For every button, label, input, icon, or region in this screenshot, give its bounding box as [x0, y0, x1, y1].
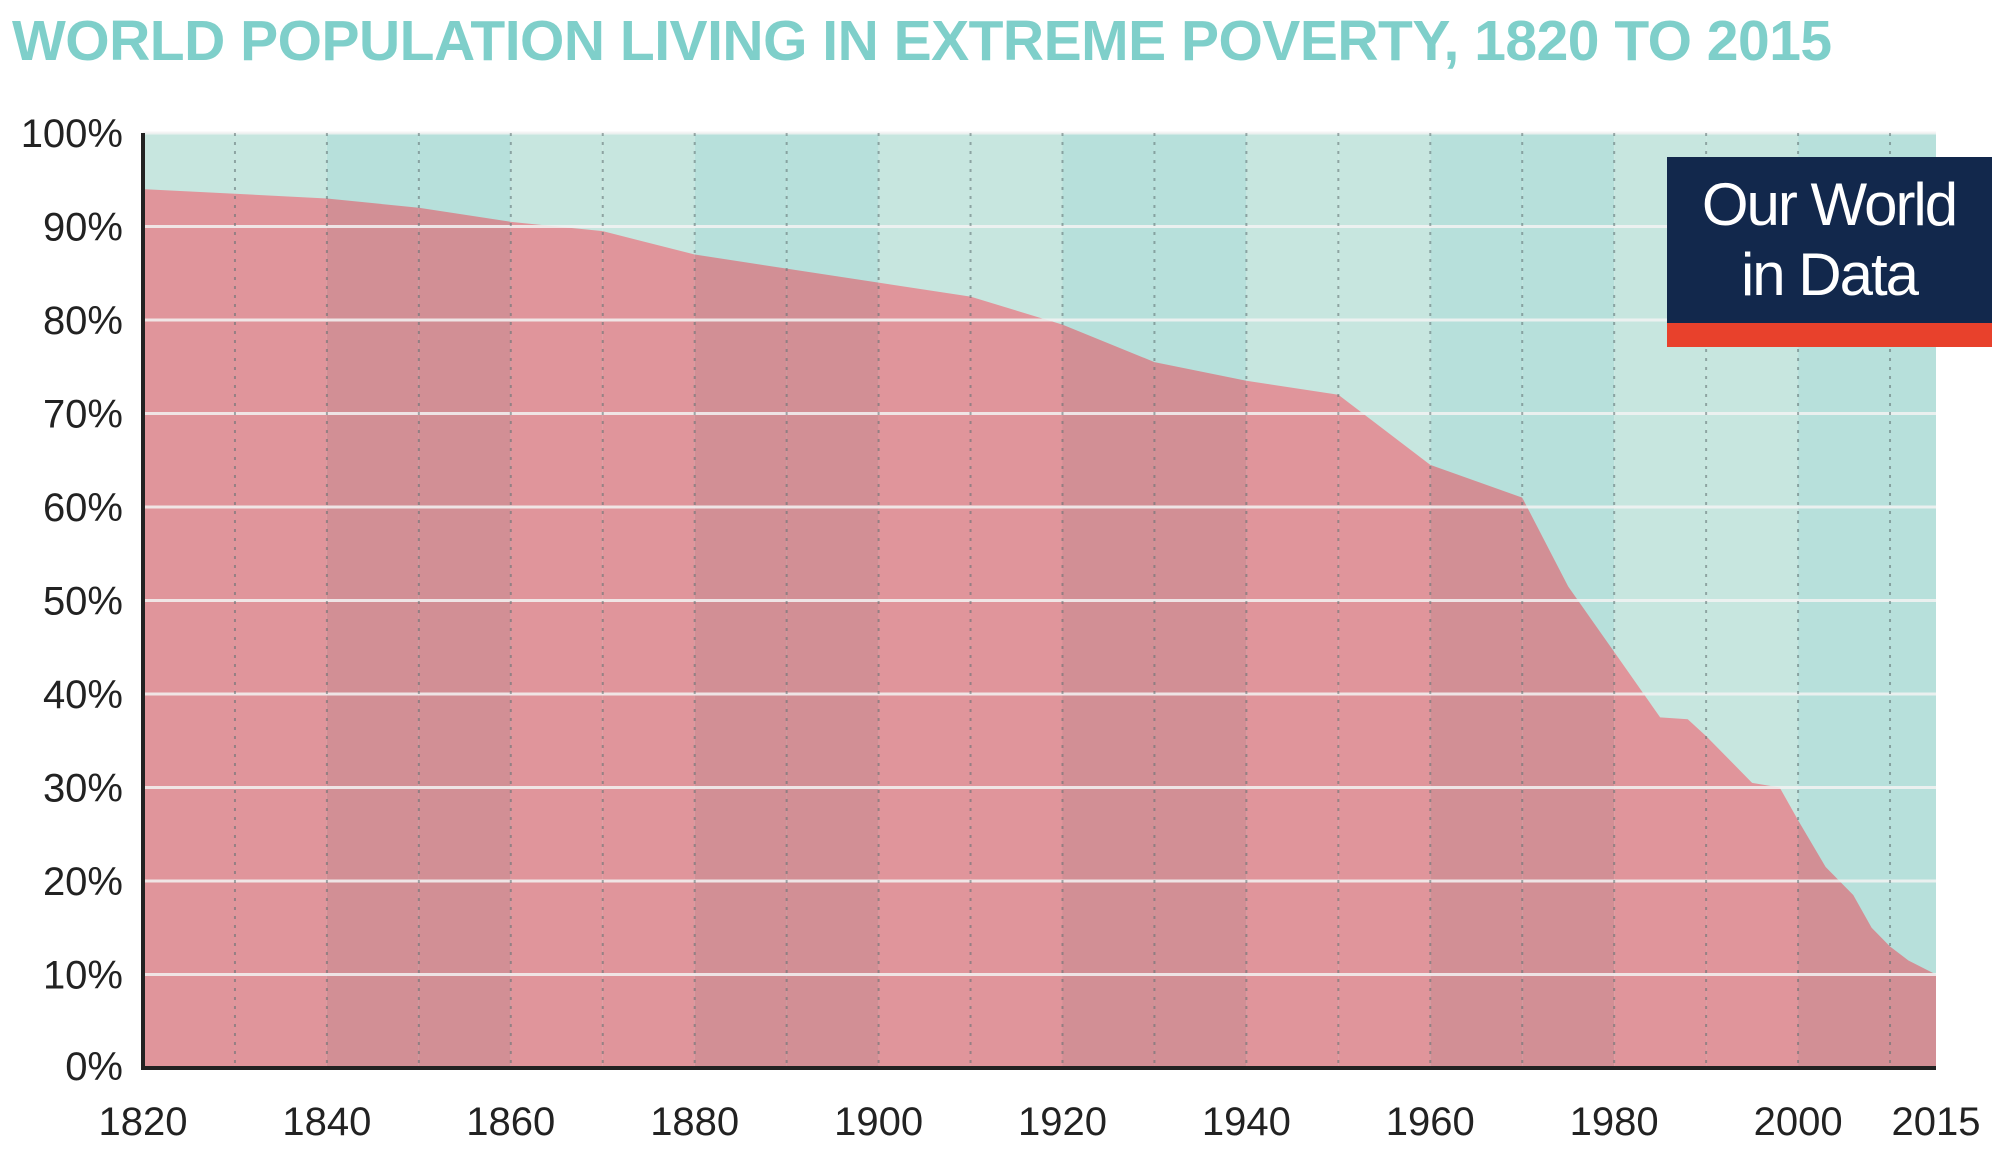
y-tick-label: 60%: [43, 486, 123, 530]
y-tick-label: 30%: [43, 767, 123, 811]
y-axis-ticks: 0% 10% 20% 30% 40% 50% 60% 70% 80% 90% 100%: [21, 112, 123, 1089]
poverty-area-band: [418, 189, 511, 1068]
poverty-area-band: [326, 189, 419, 1068]
y-tick-label: 50%: [43, 580, 123, 624]
y-tick-label: 10%: [43, 954, 123, 998]
logo-line-1: Our World: [1702, 171, 1956, 238]
y-tick-label: 0%: [65, 1045, 123, 1089]
poverty-area-band: [786, 189, 879, 1068]
logo-bar: [1667, 323, 1992, 347]
x-tick-label: 2015: [1892, 1100, 1981, 1144]
our-world-in-data-logo: Our World in Data: [1667, 157, 1992, 347]
x-axis-ticks: 1820 1840 1860 1880 1900 1920 1940 1960 1980 2000…: [99, 1100, 1981, 1144]
poverty-area-band: [510, 189, 603, 1068]
x-tick-label: 1820: [99, 1100, 188, 1144]
y-tick-label: 80%: [43, 299, 123, 343]
poverty-area-band: [878, 189, 971, 1068]
x-tick-label: 1980: [1570, 1100, 1659, 1144]
poverty-area-band: [234, 189, 327, 1068]
logo-background: [1667, 157, 1992, 347]
y-tick-label: 100%: [21, 112, 123, 156]
x-tick-label: 1840: [282, 1100, 371, 1144]
y-tick-label: 20%: [43, 860, 123, 904]
x-tick-label: 1900: [834, 1100, 923, 1144]
x-tick-label: 1860: [466, 1100, 555, 1144]
axes: [141, 133, 1936, 1070]
x-tick-label: 1940: [1202, 1100, 1291, 1144]
y-tick-label: 40%: [43, 673, 123, 717]
poverty-area-band: [143, 189, 235, 1068]
poverty-area-band: [602, 189, 695, 1068]
x-tick-label: 1960: [1386, 1100, 1475, 1144]
horizontal-gridlines: [143, 131, 1936, 976]
poverty-area-band: [970, 189, 1063, 1068]
poverty-area-band: [694, 189, 787, 1068]
chart-title: WORLD POPULATION LIVING IN EXTREME POVER…: [12, 9, 1832, 73]
x-tick-label: 1880: [650, 1100, 739, 1144]
x-tick-label: 2000: [1754, 1100, 1843, 1144]
y-tick-label: 70%: [43, 393, 123, 437]
y-tick-label: 90%: [43, 206, 123, 250]
x-tick-label: 1920: [1018, 1100, 1107, 1144]
logo-line-2: in Data: [1741, 241, 1920, 308]
